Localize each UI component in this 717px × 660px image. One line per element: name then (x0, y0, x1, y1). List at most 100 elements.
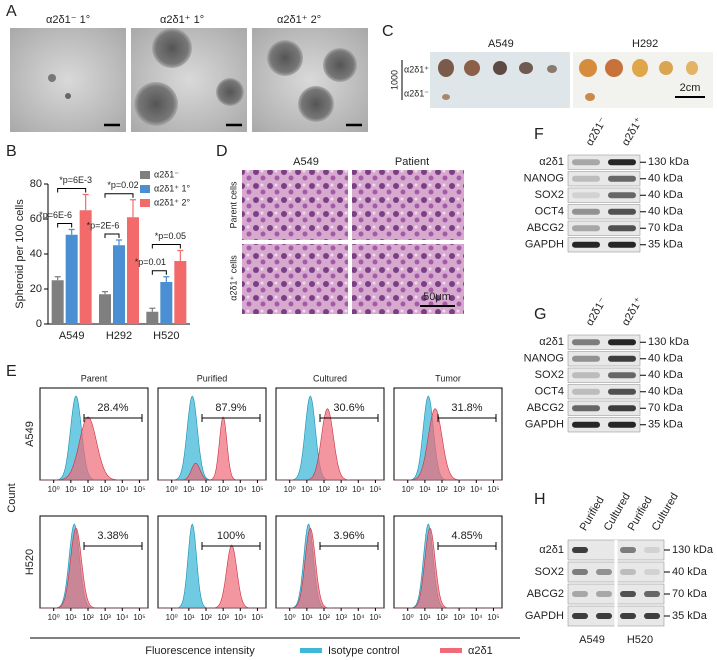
error-bar (116, 239, 122, 246)
x-tick-label: H520 (153, 330, 179, 342)
x-tick-label: 10³ (453, 613, 465, 622)
annotation: *p=0.02 (107, 180, 138, 190)
x-tick-label: 10⁵ (369, 485, 381, 494)
x-tick-label: 10⁰ (48, 485, 60, 494)
legend-label: Isotype control (328, 645, 400, 657)
x-tick-label: 10² (82, 613, 94, 622)
kda-label: 40 kDa (672, 566, 708, 578)
protein-label: ABCG2 (527, 588, 564, 600)
panel-label: D (216, 143, 228, 160)
x-tick-label: 10¹ (65, 485, 77, 494)
band (620, 569, 636, 575)
protein-label: GAPDH (525, 419, 564, 431)
protein-label: α2δ1 (539, 336, 564, 348)
annotation: *p=6E-3 (59, 175, 92, 185)
error-bar (130, 199, 136, 218)
bar (65, 234, 78, 324)
spheroid (216, 78, 244, 106)
gate (83, 542, 143, 550)
x-axis-title: Fluorescence intensity (145, 645, 255, 657)
he-stain (352, 244, 464, 314)
x-tick-label: 10⁰ (48, 613, 60, 622)
kda-label: 70 kDa (672, 588, 708, 600)
a2d1-histogram (394, 408, 502, 481)
annotation: *p=2E-6 (87, 220, 120, 230)
a2d1-histogram (158, 544, 266, 609)
bar (174, 261, 187, 324)
scale-label: 50μm (423, 291, 451, 303)
plot-frame (157, 387, 267, 481)
cell-cluster (65, 93, 71, 99)
band (608, 159, 636, 166)
band (608, 421, 636, 428)
gate (319, 414, 379, 422)
kda-label: 40 kDa (648, 386, 684, 398)
band (596, 591, 612, 597)
band (644, 569, 660, 575)
gate (319, 542, 379, 550)
gate-percent: 28.4% (97, 402, 128, 414)
tumors (438, 59, 698, 101)
band (608, 241, 636, 248)
flow-histograms: Parent Purified Cultured Tumor A549 28.4% 10⁰ 1… (24, 373, 503, 622)
protein-label: GAPDH (525, 610, 564, 622)
legend-label: α2δ1⁺ 2° (154, 197, 190, 207)
panel-label: A (6, 3, 17, 20)
legend-label: α2δ1⁺ 1° (154, 183, 190, 193)
band (572, 591, 588, 597)
x-tick-label: 10⁴ (352, 613, 365, 622)
cell-line-label: H520 (627, 634, 653, 646)
band (572, 613, 588, 619)
lane-label: α2δ1⁻ (584, 295, 610, 328)
kda-label: 40 kDa (648, 369, 684, 381)
error-bar (163, 276, 170, 282)
gate-percent: 3.96% (333, 530, 364, 542)
column-title: Tumor (435, 373, 461, 383)
protein-label: SOX2 (535, 369, 564, 381)
x-tick-label: 10¹ (301, 613, 313, 622)
column-label: Patient (395, 156, 429, 168)
gate-percent: 3.38% (97, 530, 128, 542)
spheroid (323, 48, 357, 82)
spheroid (267, 40, 303, 76)
scale-label: 2cm (680, 82, 701, 94)
error-bar (149, 307, 156, 312)
band (644, 591, 660, 597)
a2d1-histogram (40, 416, 148, 481)
isotype-histogram (394, 523, 502, 609)
kda-label: 130 kDa (648, 156, 690, 168)
bar (160, 282, 173, 324)
bar (51, 280, 64, 324)
bracket (151, 244, 181, 249)
legend-swatch (440, 648, 462, 653)
isotype-histogram (158, 523, 266, 609)
kda-label: 40 kDa (648, 206, 684, 218)
band (572, 225, 600, 232)
column-label: H292 (632, 38, 658, 50)
column-title: Cultured (313, 373, 347, 383)
kda-label: 40 kDa (648, 173, 684, 185)
row-label: H520 (24, 549, 36, 575)
x-tick-label: 10¹ (183, 485, 195, 494)
he-stain (242, 170, 348, 240)
protein-label: OCT4 (535, 386, 564, 398)
band (608, 355, 636, 362)
x-tick-label: 10³ (335, 613, 347, 622)
x-tick-label: 10¹ (419, 613, 431, 622)
row-label: α2δ1⁺ (404, 64, 429, 74)
band (644, 613, 660, 619)
protein-label: NANOG (524, 353, 564, 365)
legend-label: α2δ1 (468, 645, 493, 657)
kda-label: 130 kDa (672, 544, 714, 556)
image-title: α2δ1⁺ 1° (160, 14, 204, 26)
row-label: A549 (24, 421, 36, 447)
band (572, 388, 600, 395)
column-title: Purified (197, 373, 228, 383)
x-tick-label: 10⁴ (234, 613, 247, 622)
kda-label: 35 kDa (648, 419, 684, 431)
bar (99, 294, 111, 324)
bar (79, 210, 92, 324)
protein-label: SOX2 (535, 566, 564, 578)
x-tick-label: 10⁴ (470, 613, 483, 622)
